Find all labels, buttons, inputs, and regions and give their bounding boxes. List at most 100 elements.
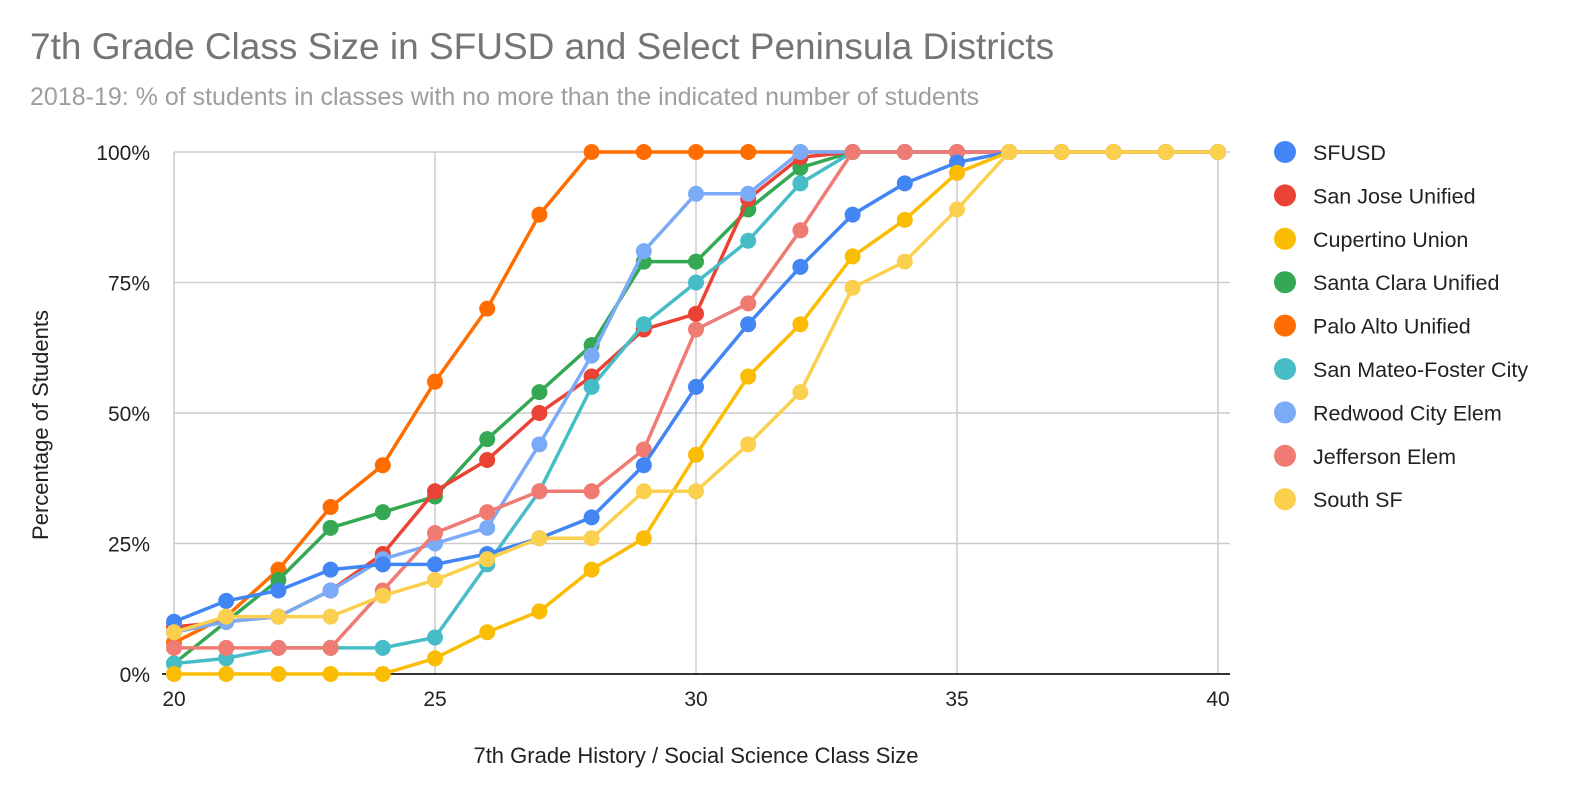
data-point bbox=[218, 666, 235, 682]
legend-item: San Mateo-Foster City bbox=[1274, 358, 1528, 382]
data-point bbox=[427, 525, 443, 542]
data-point bbox=[896, 253, 913, 270]
data-point bbox=[844, 206, 861, 223]
data-point bbox=[374, 587, 391, 604]
data-point bbox=[688, 321, 704, 338]
legend-marker bbox=[1274, 358, 1296, 380]
legend-item: South SF bbox=[1274, 488, 1403, 512]
data-point bbox=[740, 368, 757, 385]
data-point bbox=[270, 582, 287, 599]
data-point bbox=[583, 347, 600, 364]
data-point bbox=[635, 441, 652, 458]
data-point bbox=[427, 629, 443, 646]
legend-marker bbox=[1274, 488, 1296, 511]
data-point bbox=[740, 316, 757, 333]
data-point bbox=[688, 378, 704, 395]
data-point bbox=[166, 639, 182, 656]
data-point bbox=[583, 144, 600, 160]
legend-marker bbox=[1274, 141, 1296, 163]
legend-marker bbox=[1274, 444, 1296, 467]
data-point bbox=[1053, 144, 1070, 160]
data-point bbox=[740, 295, 757, 312]
data-point bbox=[479, 624, 496, 641]
y-tick-label: 100% bbox=[96, 142, 150, 165]
data-point bbox=[688, 185, 704, 202]
data-point bbox=[792, 222, 809, 239]
data-point bbox=[949, 201, 965, 218]
y-tick-label: 0% bbox=[120, 664, 150, 687]
data-point bbox=[635, 144, 652, 160]
legend-label: San Mateo-Foster City bbox=[1313, 358, 1528, 382]
data-point bbox=[427, 373, 443, 390]
data-point bbox=[792, 316, 809, 333]
data-point bbox=[688, 274, 704, 291]
legend-item: Jefferson Elem bbox=[1274, 444, 1456, 469]
data-point bbox=[427, 572, 443, 589]
data-point bbox=[583, 378, 600, 395]
data-point bbox=[531, 405, 548, 421]
data-point bbox=[740, 436, 757, 453]
data-point bbox=[166, 624, 182, 641]
data-point bbox=[479, 451, 496, 468]
legend-label: South SF bbox=[1313, 488, 1403, 512]
legend-item: SFUSD bbox=[1274, 141, 1386, 165]
data-point bbox=[531, 603, 548, 620]
series-south-sf bbox=[166, 144, 1226, 641]
data-point bbox=[896, 211, 913, 228]
data-point bbox=[270, 639, 287, 656]
data-point bbox=[740, 185, 757, 202]
axes: 0% 25% 50% 75% 100% 20 25 30 35 40 bbox=[96, 142, 1230, 711]
data-point bbox=[270, 608, 287, 625]
legend-item: Redwood City Elem bbox=[1274, 401, 1502, 425]
data-point bbox=[322, 561, 339, 578]
data-point bbox=[322, 639, 339, 656]
data-point bbox=[844, 144, 861, 160]
legend-item: San Jose Unified bbox=[1274, 184, 1476, 208]
legend-item: Palo Alto Unified bbox=[1274, 314, 1471, 339]
plot-area bbox=[166, 144, 1226, 682]
data-point bbox=[1157, 144, 1174, 160]
data-point bbox=[479, 519, 496, 536]
data-point bbox=[479, 431, 496, 448]
data-point bbox=[688, 446, 704, 463]
data-point bbox=[374, 504, 391, 521]
legend-label: Redwood City Elem bbox=[1313, 401, 1502, 425]
y-tick-label: 25% bbox=[108, 534, 150, 557]
data-point bbox=[322, 608, 339, 625]
x-axis-label: 7th Grade History / Social Science Class… bbox=[473, 743, 918, 768]
x-tick-label: 30 bbox=[684, 688, 707, 711]
legend-marker bbox=[1274, 227, 1296, 250]
data-point bbox=[583, 561, 600, 578]
data-point bbox=[583, 530, 600, 547]
data-point bbox=[1105, 144, 1122, 160]
data-point bbox=[635, 316, 652, 333]
data-point bbox=[166, 666, 182, 682]
data-point bbox=[374, 457, 391, 474]
y-tick-label: 50% bbox=[108, 403, 150, 426]
data-point bbox=[531, 483, 548, 500]
data-point bbox=[479, 551, 496, 568]
legend-label: Palo Alto Unified bbox=[1313, 315, 1471, 339]
data-point bbox=[374, 556, 391, 573]
data-point bbox=[740, 232, 757, 249]
legend-marker bbox=[1274, 271, 1296, 294]
data-point bbox=[635, 483, 652, 500]
x-tick-label: 40 bbox=[1206, 688, 1229, 711]
data-point bbox=[427, 483, 443, 500]
data-point bbox=[740, 144, 757, 160]
legend-label: Santa Clara Unified bbox=[1313, 271, 1499, 295]
legend-label: SFUSD bbox=[1313, 141, 1386, 165]
data-point bbox=[1210, 144, 1226, 160]
data-point bbox=[583, 509, 600, 526]
data-point bbox=[688, 483, 704, 500]
legend-label: Cupertino Union bbox=[1313, 228, 1468, 252]
data-point bbox=[322, 519, 339, 536]
data-point bbox=[218, 639, 235, 656]
legend-marker bbox=[1274, 314, 1296, 337]
data-point bbox=[896, 144, 913, 160]
legend: SFUSD San Jose Unified Cupertino Union Sant… bbox=[1274, 141, 1528, 512]
data-point bbox=[531, 530, 548, 547]
y-axis-label: Percentage of Students bbox=[28, 310, 53, 540]
data-point bbox=[531, 384, 548, 401]
